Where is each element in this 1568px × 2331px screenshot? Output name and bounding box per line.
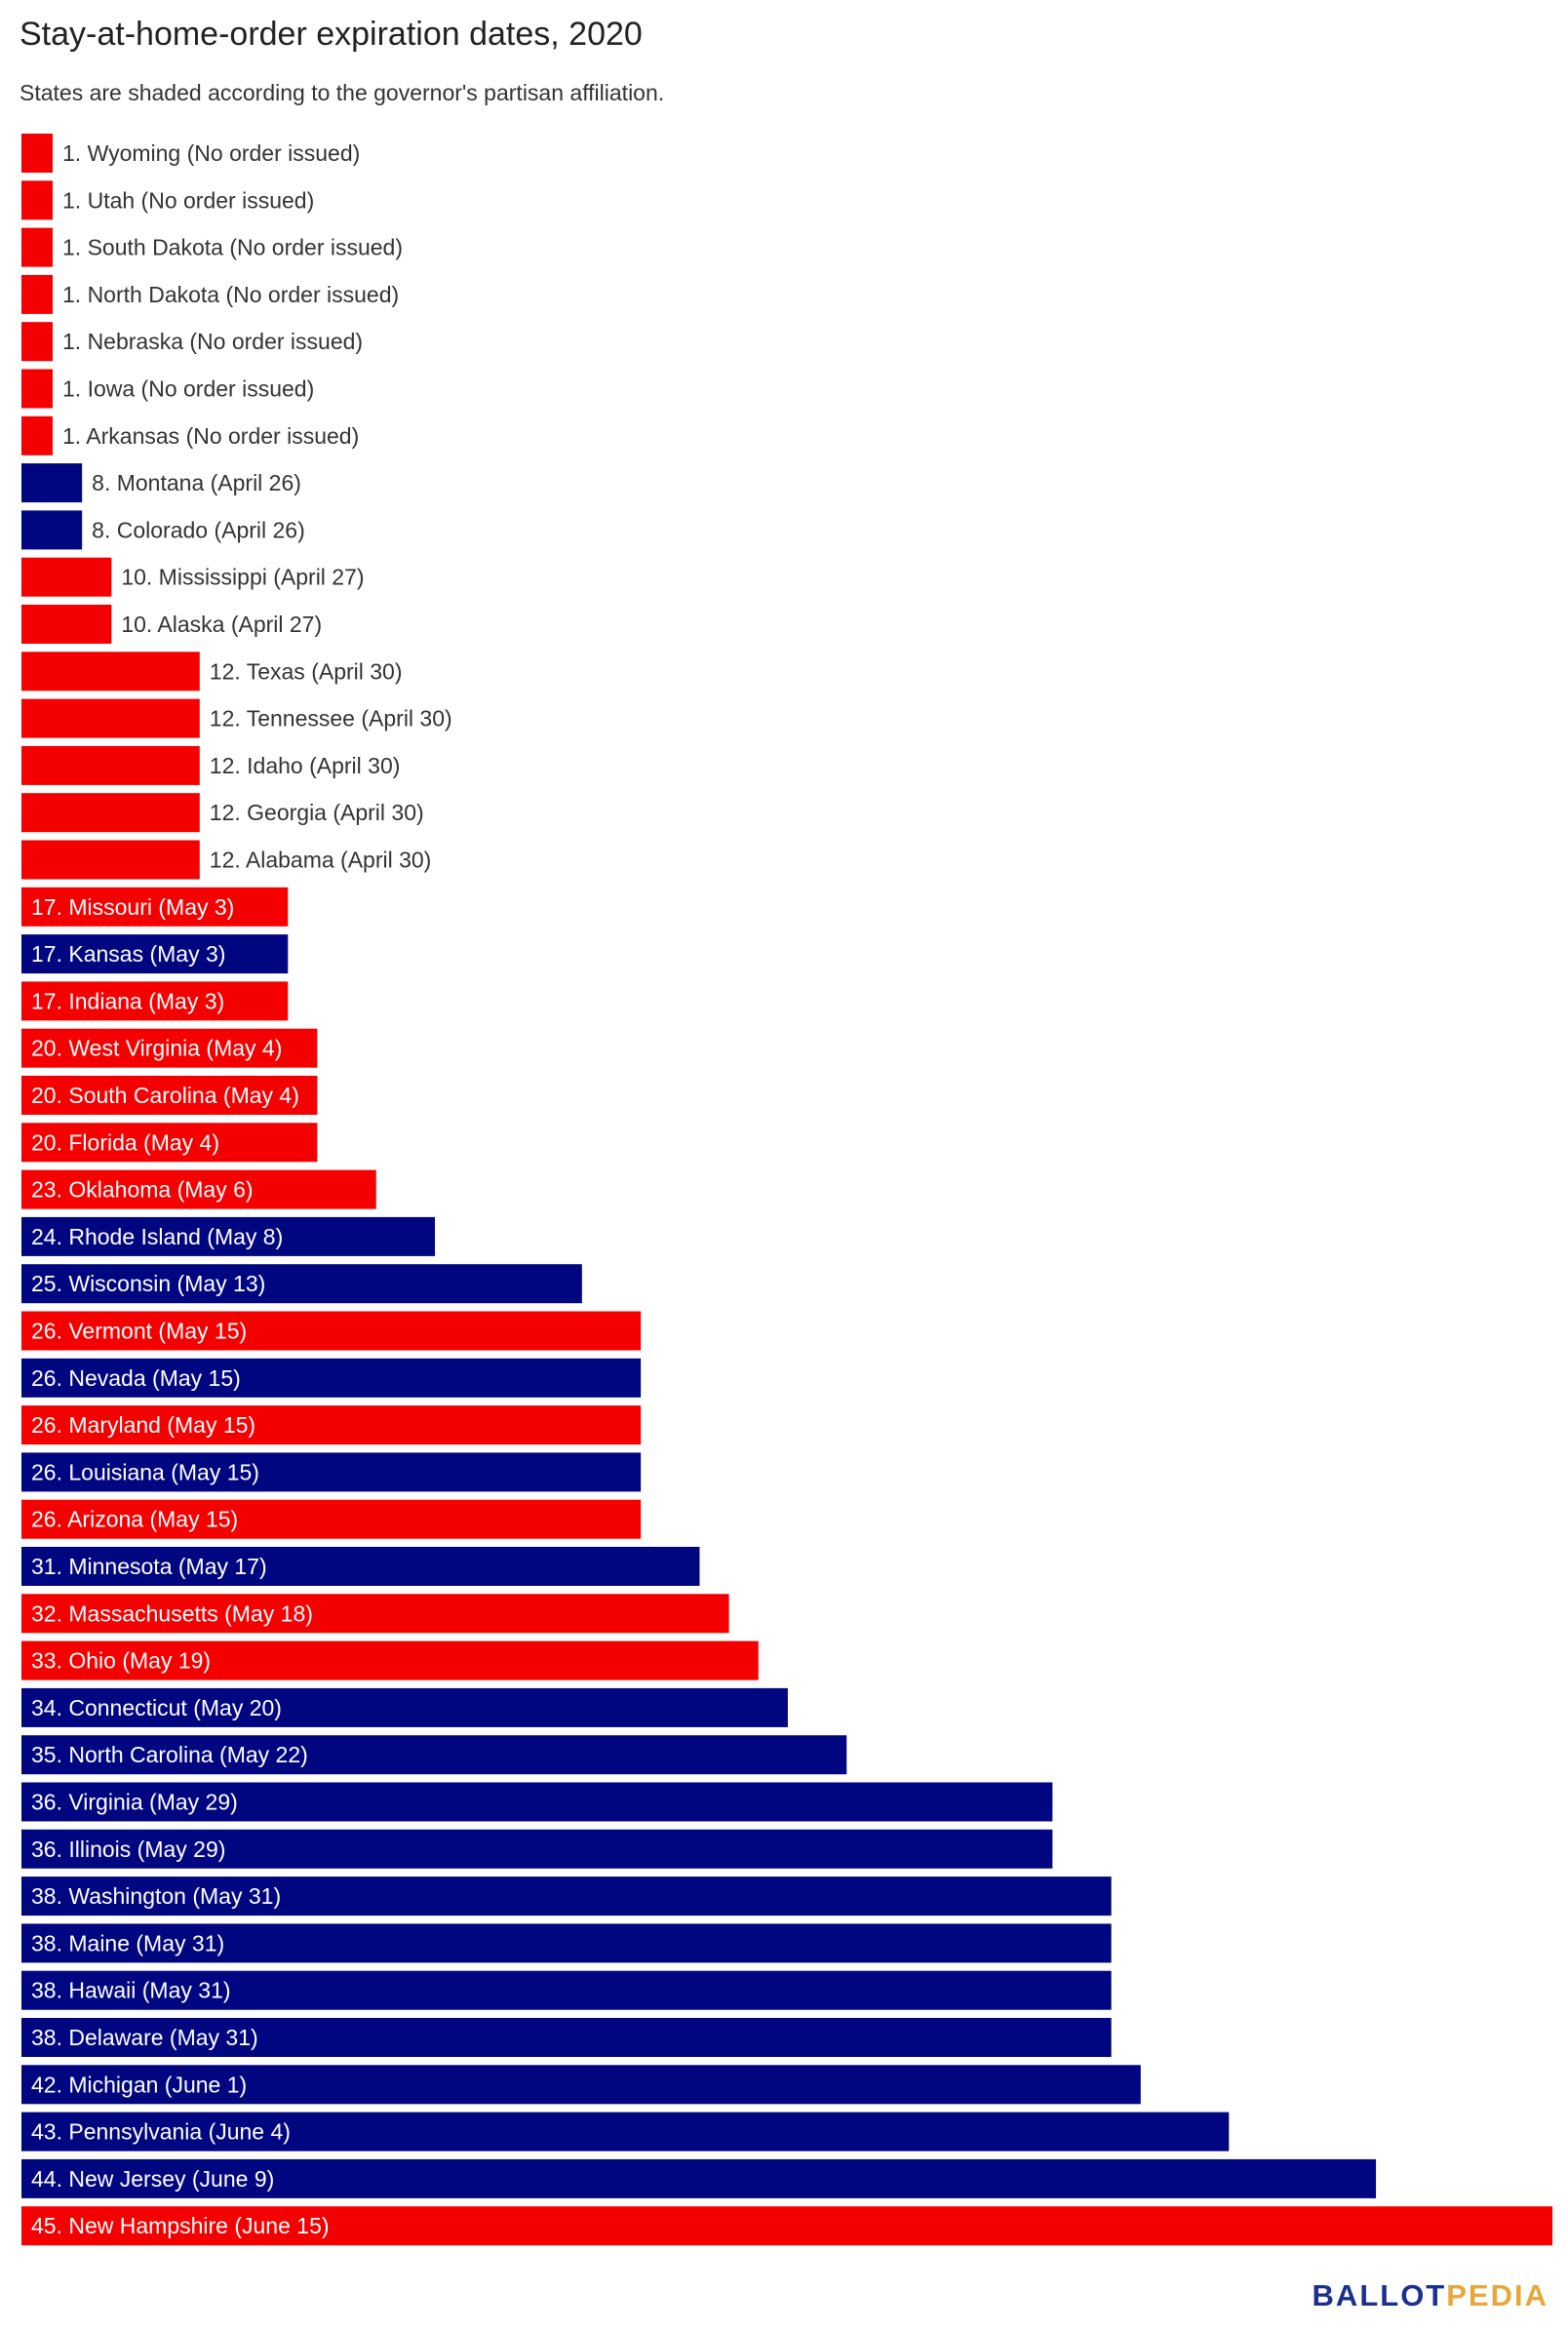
bar-30 xyxy=(21,1547,700,1586)
bar-label-13: 12. Idaho (April 30) xyxy=(210,753,401,778)
chart-subtitle: States are shaded according to the gover… xyxy=(20,80,665,105)
bar-1 xyxy=(21,180,53,220)
bar-label-0: 1. Wyoming (No order issued) xyxy=(62,140,360,166)
bar-label-19: 20. West Virginia (May 4) xyxy=(31,1036,282,1061)
bar-label-14: 12. Georgia (April 30) xyxy=(210,800,424,825)
bar-40 xyxy=(21,2018,1112,2057)
bar-label-17: 17. Kansas (May 3) xyxy=(31,941,225,967)
bar-label-24: 25. Wisconsin (May 13) xyxy=(31,1271,265,1296)
bar-27 xyxy=(21,1405,642,1445)
bar-34 xyxy=(21,1735,847,1775)
bar-37 xyxy=(21,1877,1112,1916)
bar-label-4: 1. Nebraska (No order issued) xyxy=(62,329,363,354)
bar-label-18: 17. Indiana (May 3) xyxy=(31,988,224,1013)
bar-39 xyxy=(21,1970,1112,2010)
bar-label-32: 33. Ohio (May 19) xyxy=(31,1648,211,1674)
logo-ballot-text: BALLOT xyxy=(1312,2278,1447,2312)
bar-43 xyxy=(21,2158,1377,2198)
bar-label-33: 34. Connecticut (May 20) xyxy=(31,1695,282,1720)
bar-label-6: 1. Arkansas (No order issued) xyxy=(62,423,359,449)
bar-44 xyxy=(21,2206,1552,2246)
bar-15 xyxy=(21,840,200,880)
bar-7 xyxy=(21,463,83,503)
bar-14 xyxy=(21,793,200,833)
bar-35 xyxy=(21,1782,1053,1822)
bar-2 xyxy=(21,227,53,267)
bar-label-11: 12. Texas (April 30) xyxy=(210,658,403,684)
bar-label-36: 36. Illinois (May 29) xyxy=(31,1837,225,1862)
bar-4 xyxy=(21,322,53,362)
bar-label-22: 23. Oklahoma (May 6) xyxy=(31,1177,254,1203)
bar-42 xyxy=(21,2112,1230,2152)
bar-19 xyxy=(21,1028,318,1068)
bar-label-10: 10. Alaska (April 27) xyxy=(121,612,322,637)
bar-21 xyxy=(21,1123,318,1163)
bar-12 xyxy=(21,698,200,738)
bar-10 xyxy=(21,605,112,644)
logo-pedia-text: PEDIA xyxy=(1446,2278,1548,2312)
bar-label-43: 44. New Jersey (June 9) xyxy=(31,2166,274,2192)
bar-label-34: 35. North Carolina (May 22) xyxy=(31,1742,308,1767)
bar-28 xyxy=(21,1452,642,1492)
bar-29 xyxy=(21,1499,642,1539)
bar-label-44: 45. New Hampshire (June 15) xyxy=(31,2213,330,2238)
bar-13 xyxy=(21,745,200,785)
bar-label-29: 26. Arizona (May 15) xyxy=(31,1507,238,1532)
bar-38 xyxy=(21,1923,1112,1963)
bar-11 xyxy=(21,652,200,691)
bar-3 xyxy=(21,274,53,314)
bar-label-27: 26. Maryland (May 15) xyxy=(31,1412,255,1438)
bar-32 xyxy=(21,1640,759,1680)
bar-label-8: 8. Colorado (April 26) xyxy=(92,517,305,542)
bar-label-40: 38. Delaware (May 31) xyxy=(31,2025,258,2050)
bar-36 xyxy=(21,1829,1053,1869)
bar-label-15: 12. Alabama (April 30) xyxy=(210,848,432,873)
bar-label-30: 31. Minnesota (May 17) xyxy=(31,1554,267,1579)
bar-label-5: 1. Iowa (No order issued) xyxy=(62,376,314,402)
bar-18 xyxy=(21,981,289,1021)
bar-23 xyxy=(21,1216,436,1256)
bar-label-12: 12. Tennessee (April 30) xyxy=(210,706,452,731)
bar-label-23: 24. Rhode Island (May 8) xyxy=(31,1224,283,1249)
chart-title: Stay-at-home-order expiration dates, 202… xyxy=(20,16,643,53)
bar-chart: 1. Wyoming (No order issued) 1. Utah (No … xyxy=(21,134,1552,2246)
ballotpedia-logo: BALLOTPEDIA xyxy=(1313,2278,1548,2313)
bar-label-31: 32. Massachusetts (May 18) xyxy=(31,1600,313,1626)
bar-label-2: 1. South Dakota (No order issued) xyxy=(62,235,403,260)
bar-6 xyxy=(21,415,53,455)
bar-label-21: 20. Florida (May 4) xyxy=(31,1129,219,1155)
bar-label-9: 10. Mississippi (April 27) xyxy=(121,565,364,590)
bar-33 xyxy=(21,1687,788,1727)
bar-9 xyxy=(21,557,112,597)
bar-24 xyxy=(21,1264,582,1304)
bar-20 xyxy=(21,1076,318,1115)
bar-label-25: 26. Vermont (May 15) xyxy=(31,1319,247,1344)
bar-label-7: 8. Montana (April 26) xyxy=(92,470,301,495)
bar-label-20: 20. South Carolina (May 4) xyxy=(31,1083,299,1108)
bar-31 xyxy=(21,1594,729,1634)
bar-16 xyxy=(21,887,289,927)
bar-22 xyxy=(21,1169,376,1209)
bar-label-1: 1. Utah (No order issued) xyxy=(62,187,314,213)
bar-26 xyxy=(21,1358,642,1398)
bar-label-28: 26. Louisiana (May 15) xyxy=(31,1459,259,1484)
bar-label-39: 38. Hawaii (May 31) xyxy=(31,1978,231,2003)
bar-label-37: 38. Washington (May 31) xyxy=(31,1883,281,1909)
bar-0 xyxy=(21,134,53,173)
bar-8 xyxy=(21,510,83,550)
bar-41 xyxy=(21,2065,1141,2105)
bar-label-26: 26. Nevada (May 15) xyxy=(31,1365,241,1391)
bar-label-38: 38. Maine (May 31) xyxy=(31,1930,224,1956)
bar-label-41: 42. Michigan (June 1) xyxy=(31,2072,247,2097)
bar-label-42: 43. Pennsylvania (June 4) xyxy=(31,2119,291,2145)
bar-label-35: 36. Virginia (May 29) xyxy=(31,1790,238,1815)
bar-17 xyxy=(21,934,289,974)
bar-5 xyxy=(21,369,53,409)
bar-label-16: 17. Missouri (May 3) xyxy=(31,894,234,920)
bar-25 xyxy=(21,1311,642,1351)
bar-label-3: 1. North Dakota (No order issued) xyxy=(62,282,399,307)
